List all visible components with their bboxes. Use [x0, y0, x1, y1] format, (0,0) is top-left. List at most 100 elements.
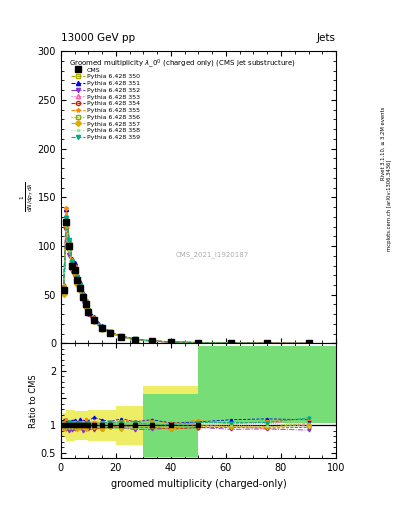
X-axis label: groomed multiplicity (charged-only): groomed multiplicity (charged-only)	[110, 479, 286, 488]
Pythia 6.428 359	[92, 317, 96, 323]
Pythia 6.428 356	[78, 285, 83, 291]
Pythia 6.428 350	[133, 336, 138, 343]
Pythia 6.428 352	[149, 338, 154, 344]
Pythia 6.428 358	[92, 317, 96, 324]
Pythia 6.428 358	[67, 246, 72, 252]
Pythia 6.428 358	[78, 285, 83, 291]
Pythia 6.428 357	[72, 270, 77, 276]
Line: Pythia 6.428 352: Pythia 6.428 352	[62, 228, 310, 346]
Bar	[143, 386, 198, 464]
Pythia 6.428 355	[108, 329, 113, 335]
Pythia 6.428 357	[229, 340, 234, 346]
CMS	[92, 317, 96, 323]
Pythia 6.428 350	[61, 286, 66, 292]
Pythia 6.428 355	[78, 282, 83, 288]
Pythia 6.428 351	[67, 237, 72, 243]
Pythia 6.428 354	[64, 224, 69, 230]
Pythia 6.428 357	[133, 336, 138, 343]
Pythia 6.428 359	[196, 339, 201, 346]
Bar	[198, 346, 336, 423]
CMS	[83, 302, 88, 308]
Pythia 6.428 358	[306, 340, 311, 347]
Pythia 6.428 351	[265, 340, 270, 346]
Bar	[116, 421, 143, 429]
Pythia 6.428 358	[86, 308, 91, 314]
Pythia 6.428 359	[67, 237, 72, 243]
Bar	[88, 421, 116, 429]
Pythia 6.428 356	[67, 241, 72, 247]
Pythia 6.428 350	[81, 293, 85, 299]
Pythia 6.428 353	[265, 340, 270, 346]
CMS	[75, 277, 80, 283]
Pythia 6.428 359	[108, 329, 113, 335]
Pythia 6.428 354	[196, 339, 201, 346]
Pythia 6.428 352	[75, 279, 80, 285]
CMS	[169, 339, 173, 345]
Pythia 6.428 356	[81, 292, 85, 298]
Bar	[75, 411, 88, 440]
Pythia 6.428 353	[61, 287, 66, 293]
CMS	[229, 340, 234, 346]
Pythia 6.428 351	[196, 339, 201, 346]
Pythia 6.428 353	[133, 336, 138, 343]
Pythia 6.428 357	[265, 340, 270, 346]
Pythia 6.428 358	[119, 334, 124, 340]
Line: Pythia 6.428 356: Pythia 6.428 356	[62, 219, 310, 346]
Pythia 6.428 359	[306, 340, 311, 347]
Pythia 6.428 359	[64, 215, 69, 221]
Pythia 6.428 358	[196, 339, 201, 346]
CMS	[100, 325, 105, 331]
Pythia 6.428 356	[61, 287, 66, 293]
Pythia 6.428 353	[100, 325, 105, 331]
CMS	[86, 309, 91, 315]
Pythia 6.428 355	[265, 340, 270, 346]
Pythia 6.428 351	[64, 206, 69, 212]
Pythia 6.428 350	[67, 241, 72, 247]
Pythia 6.428 359	[78, 282, 83, 288]
Pythia 6.428 356	[64, 218, 69, 224]
Pythia 6.428 351	[61, 282, 66, 288]
Pythia 6.428 350	[83, 302, 88, 308]
Pythia 6.428 350	[64, 219, 69, 225]
Pythia 6.428 355	[67, 237, 72, 243]
Pythia 6.428 353	[72, 263, 77, 269]
Pythia 6.428 355	[81, 291, 85, 297]
Text: 13000 GeV pp: 13000 GeV pp	[61, 33, 135, 43]
Pythia 6.428 350	[86, 309, 91, 315]
Pythia 6.428 352	[196, 339, 201, 346]
Pythia 6.428 359	[133, 336, 138, 343]
Pythia 6.428 358	[108, 330, 113, 336]
Pythia 6.428 353	[108, 329, 113, 335]
Pythia 6.428 352	[92, 319, 96, 325]
Pythia 6.428 352	[119, 334, 124, 340]
CMS	[72, 267, 77, 273]
Pythia 6.428 358	[229, 340, 234, 346]
Pythia 6.428 354	[81, 294, 85, 300]
Pythia 6.428 351	[92, 313, 96, 319]
Pythia 6.428 350	[265, 340, 270, 346]
CMS	[196, 339, 201, 346]
Line: Pythia 6.428 357: Pythia 6.428 357	[62, 223, 310, 346]
Pythia 6.428 357	[149, 338, 154, 344]
Pythia 6.428 352	[306, 340, 311, 347]
Line: Pythia 6.428 350: Pythia 6.428 350	[62, 220, 310, 346]
Pythia 6.428 351	[78, 279, 83, 285]
Pythia 6.428 355	[70, 257, 74, 263]
Text: Groomed multiplicity $\lambda\_0^0$ (charged only) (CMS jet substructure): Groomed multiplicity $\lambda\_0^0$ (cha…	[69, 57, 296, 70]
Pythia 6.428 354	[119, 334, 124, 340]
Pythia 6.428 351	[133, 336, 138, 343]
Pythia 6.428 356	[306, 340, 311, 347]
Pythia 6.428 353	[306, 340, 311, 347]
Pythia 6.428 350	[149, 338, 154, 344]
Pythia 6.428 353	[119, 333, 124, 339]
Pythia 6.428 354	[70, 264, 74, 270]
Pythia 6.428 358	[64, 222, 69, 228]
Pythia 6.428 358	[72, 268, 77, 274]
Pythia 6.428 357	[306, 340, 311, 347]
Bar	[143, 394, 198, 457]
Line: CMS: CMS	[61, 219, 311, 346]
Pythia 6.428 351	[119, 333, 124, 339]
Pythia 6.428 352	[78, 288, 83, 294]
Pythia 6.428 354	[86, 310, 91, 316]
Pythia 6.428 350	[70, 260, 74, 266]
